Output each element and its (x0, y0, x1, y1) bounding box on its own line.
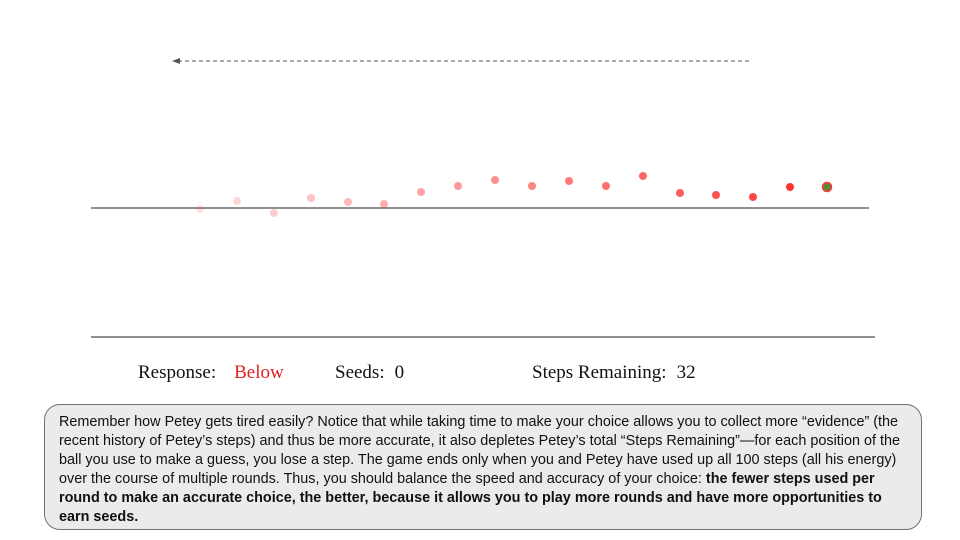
response-status: Response: Below (138, 362, 284, 384)
trail-ball (380, 200, 388, 208)
trail-ball (307, 194, 315, 202)
trail-ball (565, 177, 573, 185)
trail-ball (417, 188, 425, 196)
trail-ball (639, 172, 647, 180)
trail-ball (786, 183, 794, 191)
response-value: Below (234, 362, 284, 383)
trail-ball (676, 189, 684, 197)
trail-ball (528, 182, 536, 190)
steps-value: 32 (676, 362, 696, 383)
trail-ball (196, 205, 204, 213)
ball-trail (196, 172, 833, 217)
seeds-value: 0 (394, 362, 405, 383)
trail-ball (344, 198, 352, 206)
trail-ball (454, 182, 462, 190)
response-label: Response: (138, 362, 217, 383)
seeds-status: Seeds: 0 (335, 362, 404, 384)
trail-ball (270, 209, 278, 217)
steps-label: Steps Remaining: (532, 362, 667, 383)
trail-ball (602, 182, 610, 190)
trail-ball (712, 191, 720, 199)
trail-ball (749, 193, 757, 201)
instruction-box: Remember how Petey gets tired easily? No… (44, 404, 922, 530)
instruction-text: Remember how Petey gets tired easily? No… (59, 414, 900, 487)
current-ball (821, 181, 833, 193)
instruction-bold-text: the fewer steps used per round to make a… (59, 471, 882, 525)
steps-status: Steps Remaining: 32 (532, 362, 696, 384)
game-stage (91, 58, 875, 338)
seeds-label: Seeds: (335, 362, 385, 383)
trail-ball (491, 176, 499, 184)
direction-arrow-head (172, 58, 180, 64)
trail-ball (233, 197, 241, 205)
